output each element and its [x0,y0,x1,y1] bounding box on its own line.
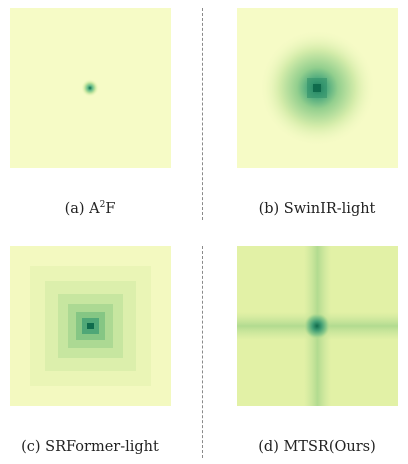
heatmap-d-svg [237,246,398,406]
heatmap-panel-b [237,8,398,168]
caption-c: (c) SRFormer-light [21,439,159,455]
caption-a-prefix: (a) A [64,201,100,217]
caption-b: (b) SwinIR-light [258,201,376,217]
heatmap-b-center [313,84,321,92]
heatmap-panel-d [237,246,398,406]
divider-bottom [202,246,203,458]
heatmap-panel-c [10,246,171,406]
caption-a: (a) A2F [0,200,190,218]
heatmap-b-svg [237,8,398,168]
caption-a-suffix: F [105,201,116,217]
heatmap-a-center [81,79,99,97]
heatmap-c-center [87,323,94,329]
heatmap-a-svg [10,8,171,168]
caption-a-superscript: 2 [99,200,106,210]
caption-d: (d) MTSR(Ours) [258,439,376,455]
heatmap-d-center [304,313,330,339]
heatmap-c-svg [10,246,171,406]
divider-top [202,8,203,220]
heatmap-panel-a [10,8,171,168]
